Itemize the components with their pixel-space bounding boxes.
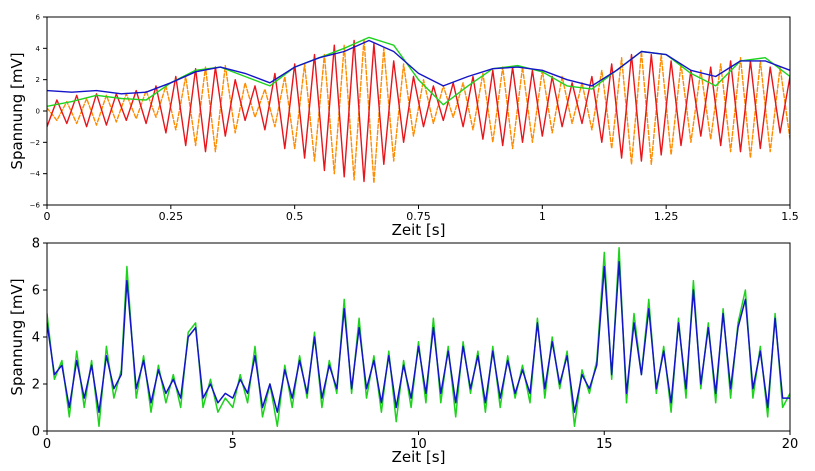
top-y-tick-label-5: 4 xyxy=(36,45,41,53)
top-y-tick-label-1: −4 xyxy=(30,170,41,178)
bottom-y-tick-label-0: 0 xyxy=(32,425,40,440)
bottom-y-tick-label-1: 2 xyxy=(32,378,40,393)
bottom-x-tick-label-1: 5 xyxy=(229,437,237,452)
top-series-layer xyxy=(47,36,790,184)
bottom-x-tick-label-4: 20 xyxy=(782,437,799,452)
bottom-y-tick-label-2: 4 xyxy=(32,331,40,346)
bottom-y-axis-label: Spannung [mV] xyxy=(8,278,26,395)
chart-bottom: 0 5 10 15 20 0 2 4 6 8 Zeit [s] Spannung [mV] xyxy=(8,237,798,466)
top-y-tick-label-4: 2 xyxy=(36,76,40,84)
bottom-x-tick-label-3: 15 xyxy=(596,437,613,452)
top-x-tick-label-0: 0 xyxy=(44,210,51,223)
bottom-series-line-2 xyxy=(47,261,790,413)
bottom-y-tick-label-4: 8 xyxy=(32,237,40,252)
top-x-tick-label-2: 0.5 xyxy=(286,210,304,223)
top-x-tick-label-1: 0.25 xyxy=(159,210,184,223)
top-x-ticks: 0 0.25 0.5 0.75 1 1.25 1.5 xyxy=(44,205,799,223)
bottom-x-ticks: 0 5 10 15 20 xyxy=(43,431,798,452)
top-x-tick-label-3: 0.75 xyxy=(406,210,431,223)
top-series-line-2 xyxy=(47,39,790,183)
top-y-ticks: −6 −4 −2 0 2 4 6 xyxy=(30,13,47,209)
top-y-tick-label-2: −2 xyxy=(30,139,40,147)
top-x-tick-label-6: 1.5 xyxy=(781,210,799,223)
top-x-tick-label-5: 1.25 xyxy=(654,210,679,223)
top-y-axis-label: Spannung [mV] xyxy=(8,52,26,169)
top-series-line-4 xyxy=(47,39,790,95)
bottom-x-tick-label-2: 10 xyxy=(410,437,427,452)
top-y-tick-label-0: −6 xyxy=(30,201,41,209)
bottom-x-axis-label: Zeit [s] xyxy=(392,448,446,466)
bottom-y-ticks: 0 2 4 6 8 xyxy=(32,237,47,440)
bottom-y-tick-label-3: 6 xyxy=(32,284,40,299)
bottom-x-tick-label-0: 0 xyxy=(43,437,51,452)
top-y-tick-label-6: 6 xyxy=(36,13,41,21)
top-x-tick-label-4: 1 xyxy=(539,210,546,223)
top-x-axis-label: Zeit [s] xyxy=(392,221,446,239)
chart-top: 0 0.25 0.5 0.75 1 1.25 1.5 −6 −4 −2 0 2 4 6 Zeit [s]… xyxy=(8,13,799,239)
bottom-series-layer xyxy=(47,246,790,428)
top-y-tick-label-3: 0 xyxy=(36,107,40,115)
